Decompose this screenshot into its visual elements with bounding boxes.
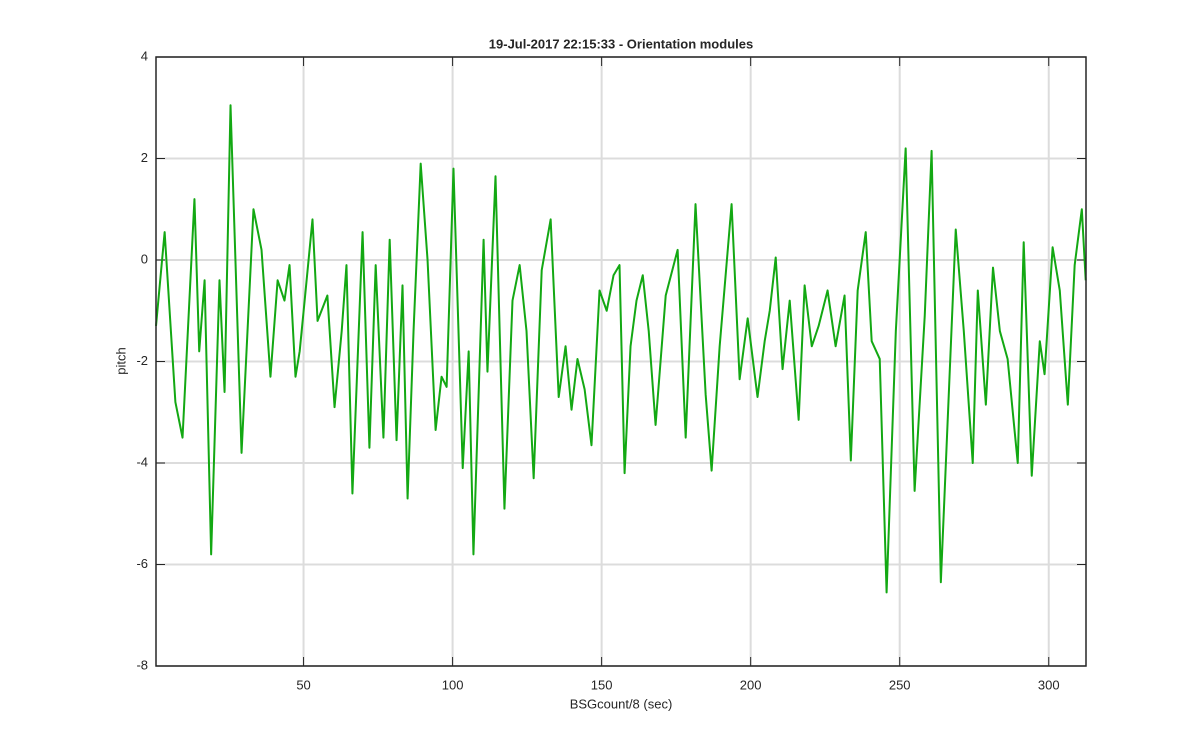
- x-tick-label: 150: [591, 677, 613, 692]
- y-tick-label: 2: [141, 150, 148, 165]
- y-tick-label: -6: [136, 556, 148, 571]
- y-tick-label: -8: [136, 657, 148, 672]
- y-tick-label: 4: [141, 48, 148, 63]
- x-tick-label: 300: [1038, 677, 1060, 692]
- data-line: [155, 104, 1087, 594]
- y-tick-label: -4: [136, 454, 148, 469]
- x-tick-label: 200: [740, 677, 762, 692]
- x-tick-label: 50: [296, 677, 310, 692]
- chart-title: 19-Jul-2017 22:15:33 - Orientation modul…: [489, 36, 753, 51]
- y-tick-label: -2: [136, 353, 148, 368]
- y-axis-label: pitch: [113, 347, 128, 374]
- axes-box: [155, 56, 1087, 667]
- x-tick-label: 250: [889, 677, 911, 692]
- x-axis-label: BSGcount/8 (sec): [570, 696, 673, 711]
- x-tick-label: 100: [442, 677, 464, 692]
- y-tick-label: 0: [141, 251, 148, 266]
